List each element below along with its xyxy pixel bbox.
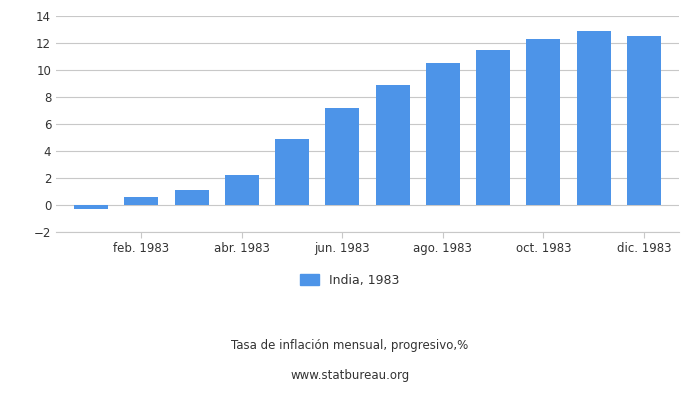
Text: www.statbureau.org: www.statbureau.org bbox=[290, 370, 410, 382]
Bar bbox=[74, 205, 108, 209]
Bar bbox=[375, 85, 410, 205]
Bar bbox=[225, 175, 259, 205]
Bar bbox=[626, 36, 661, 205]
Bar bbox=[426, 63, 460, 205]
Bar bbox=[275, 139, 309, 205]
Legend: India, 1983: India, 1983 bbox=[295, 269, 405, 292]
Bar bbox=[174, 190, 209, 205]
Bar bbox=[476, 50, 510, 205]
Bar bbox=[125, 197, 158, 205]
Bar bbox=[577, 31, 610, 205]
Text: Tasa de inflación mensual, progresivo,%: Tasa de inflación mensual, progresivo,% bbox=[232, 340, 468, 352]
Bar bbox=[326, 108, 360, 205]
Bar bbox=[526, 39, 561, 205]
